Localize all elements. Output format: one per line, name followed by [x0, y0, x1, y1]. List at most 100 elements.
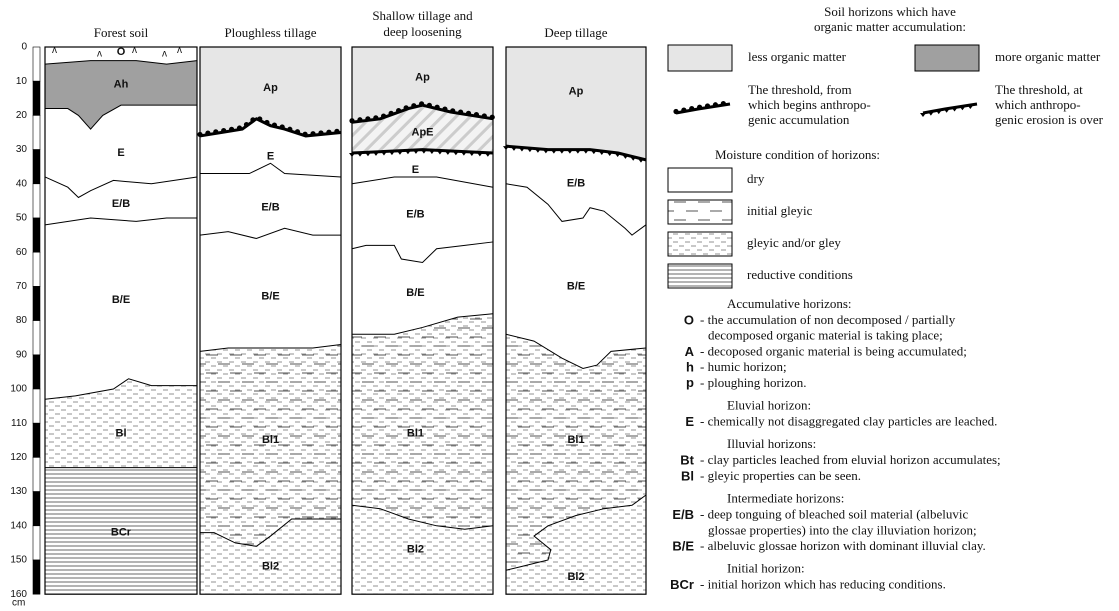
horizon-label: E/B [567, 178, 585, 190]
scale-segment [33, 457, 40, 491]
accumulation-mark [681, 107, 686, 112]
abbreviation-text: - the accumulation of non decomposed / p… [700, 312, 956, 327]
legend-label: genic erosion is over [995, 112, 1104, 127]
scale-segment [33, 218, 40, 252]
scale-segment [33, 184, 40, 218]
accumulation-mark [205, 131, 210, 136]
depth-tick-label: 20 [16, 110, 28, 121]
depth-tick-label: 110 [11, 418, 27, 429]
accumulation-mark [435, 105, 440, 110]
abbreviation-code: Bl [681, 468, 694, 483]
soil-profile: Forest soilʌʌʌʌʌOAhEE/BB/EBlBCr [45, 25, 197, 594]
legend-swatch [668, 45, 732, 71]
abbreviation-text: - ploughing horizon. [700, 375, 807, 390]
legend-title: Moisture condition of horizons: [715, 147, 880, 162]
accumulation-mark [411, 103, 416, 108]
accumulation-mark [442, 106, 447, 111]
legend-label: gleyic and/or gley [747, 235, 841, 250]
depth-tick-label: 120 [10, 452, 27, 463]
erosion-mark [967, 105, 973, 109]
abbreviation-text: - deep tonguing of bleached soil materia… [700, 507, 968, 522]
profile-title: Shallow tillage and [372, 8, 473, 23]
accumulation-mark [357, 117, 362, 122]
abbreviation-code: O [684, 312, 694, 327]
abbreviation-group-title: Eluvial horizon: [727, 397, 811, 412]
erosion-mark [959, 106, 965, 110]
scale-segment [33, 423, 40, 457]
scale-segment [33, 81, 40, 115]
accumulation-mark [689, 106, 694, 111]
depth-tick-label: 0 [21, 42, 27, 53]
scale-segment [33, 115, 40, 149]
legend-label: genic accumulation [748, 112, 850, 127]
horizon-label: Bl2 [567, 571, 584, 583]
accumulation-mark [365, 116, 370, 121]
abbreviation-code: p [686, 375, 694, 390]
profile-title: deep loosening [383, 24, 462, 39]
organic-litter-mark: ʌ [162, 48, 167, 59]
horizon-label: B/E [112, 294, 130, 306]
horizon-label: E/B [406, 208, 424, 220]
horizon-label: BCr [111, 527, 132, 539]
organic-litter-mark: ʌ [97, 48, 102, 59]
legend-label: reductive conditions [747, 267, 853, 282]
accumulation-mark [326, 130, 331, 135]
accumulation-mark [458, 109, 463, 114]
profile-title: Ploughless tillage [224, 25, 316, 40]
legend-swatch [915, 45, 979, 71]
horizon-label: Bl1 [567, 434, 584, 446]
horizon-label: E [117, 147, 124, 159]
horizon-label: Bl2 [262, 561, 279, 573]
depth-unit: cm [12, 598, 25, 609]
accumulation-mark [213, 129, 218, 134]
abbreviation-code: B/E [672, 538, 694, 553]
accumulation-mark [237, 125, 242, 130]
accumulation-mark [334, 129, 339, 134]
horizon-label: Bl1 [407, 427, 424, 439]
horizon-label: E [412, 164, 419, 176]
scale-segment [33, 47, 40, 81]
accumulation-mark [419, 101, 424, 106]
accumulation-mark [302, 132, 307, 137]
legend-title: Soil horizons which have [824, 4, 956, 19]
accumulation-mark [490, 115, 495, 120]
accumulation-mark [272, 123, 277, 128]
legend-swatch [668, 232, 732, 256]
depth-tick-label: 150 [10, 555, 27, 566]
abbreviation-text: - initial horizon which has reducing con… [700, 577, 946, 592]
horizon-label: Ap [415, 72, 430, 84]
accumulation-mark [381, 113, 386, 118]
accumulation-mark [280, 124, 285, 129]
scale-segment [33, 355, 40, 389]
soil-diagram: 0102030405060708090100110120130140150160… [0, 0, 1119, 611]
accumulation-mark [404, 105, 409, 110]
legend-swatch [668, 200, 732, 224]
accumulation-mark [295, 129, 300, 134]
accumulation-mark [373, 115, 378, 120]
depth-tick-label: 10 [16, 76, 28, 87]
horizon-label: ApE [412, 126, 434, 138]
abbreviation-text: - humic horizon; [700, 359, 787, 374]
accumulation-mark [713, 102, 718, 107]
legend-label: dry [747, 171, 765, 186]
accumulation-mark [250, 117, 255, 122]
depth-tick-label: 100 [10, 384, 27, 395]
depth-tick-label: 70 [16, 281, 28, 292]
abbreviation-text: - chemically not disaggregated clay part… [700, 413, 997, 428]
horizon-label: Bl1 [262, 434, 279, 446]
soil-profile: Deep tillageApE/BB/EBl1Bl2 [503, 25, 646, 594]
accumulation-mark [244, 122, 249, 127]
horizon-label: E [267, 150, 274, 162]
legend-swatch [668, 264, 732, 288]
accumulation-mark [697, 105, 702, 110]
depth-tick-label: 30 [16, 144, 28, 155]
accumulation-mark [427, 103, 432, 108]
accumulation-mark [287, 127, 292, 132]
accumulation-mark [482, 113, 487, 118]
accumulation-mark [310, 131, 315, 136]
depth-tick-label: 140 [10, 520, 27, 531]
profile-title: Deep tillage [544, 25, 607, 40]
accumulation-mark [388, 111, 393, 116]
erosion-mark [944, 109, 950, 113]
abbreviation-group-title: Illuvial horizons: [727, 436, 816, 451]
